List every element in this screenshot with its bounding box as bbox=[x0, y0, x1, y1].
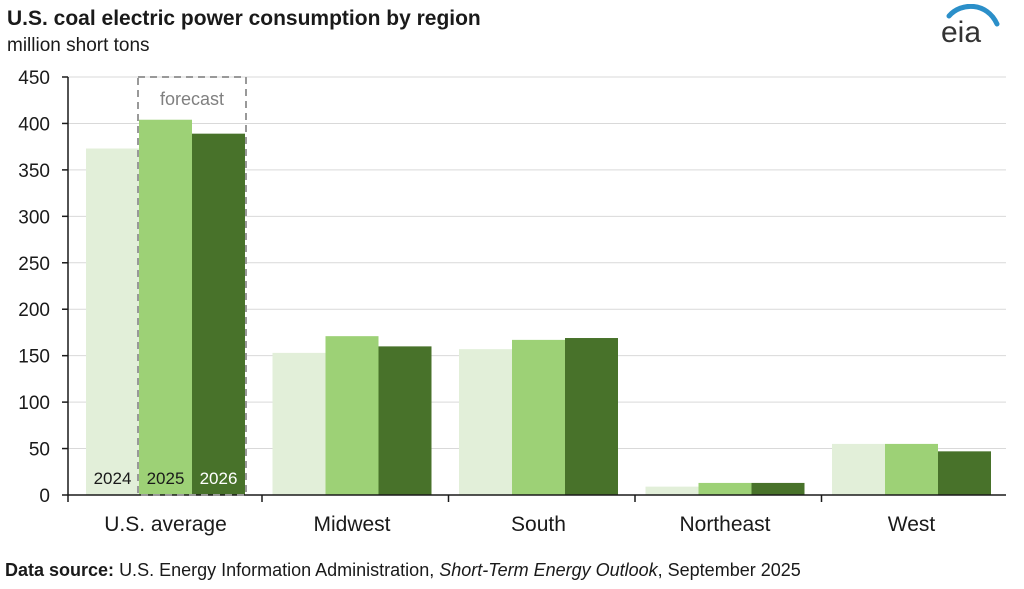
forecast-label: forecast bbox=[160, 89, 224, 109]
y-tick-label: 450 bbox=[18, 68, 50, 89]
bar-2025 bbox=[139, 119, 192, 496]
data-source-date: , September 2025 bbox=[657, 560, 801, 580]
series-label-2025: 2025 bbox=[147, 469, 185, 488]
bar-2024 bbox=[272, 352, 326, 495]
eia-logo-swoosh-icon bbox=[946, 4, 1000, 27]
bar-2026 bbox=[378, 346, 432, 495]
data-source-publication: Short-Term Energy Outlook bbox=[439, 560, 658, 580]
bar-2026 bbox=[565, 338, 618, 495]
y-tick-label: 150 bbox=[18, 347, 50, 368]
chart-units: million short tons bbox=[7, 35, 150, 56]
data-source: Data source: U.S. Energy Information Adm… bbox=[5, 560, 801, 581]
y-tick-label: 400 bbox=[18, 114, 50, 135]
y-tick-label: 0 bbox=[39, 486, 50, 507]
y-tick-label: 250 bbox=[18, 254, 50, 275]
x-category-label: West bbox=[888, 513, 936, 536]
bar-2025 bbox=[885, 443, 938, 495]
bar-2025 bbox=[698, 482, 752, 495]
y-tick-label: 100 bbox=[18, 393, 50, 414]
y-tick-label: 200 bbox=[18, 300, 50, 321]
x-category-label: Midwest bbox=[313, 513, 390, 536]
bar-2025 bbox=[325, 336, 379, 495]
forecast-box bbox=[137, 76, 247, 496]
bar-chart: 0 50 100 150 200 250 300 350 400 450 2024 2025 2026 U… bbox=[18, 68, 1006, 536]
data-source-label: Data source: bbox=[5, 560, 115, 580]
x-category-label: Northeast bbox=[679, 513, 770, 536]
data-source-agency: U.S. Energy Information Administration, bbox=[119, 560, 435, 580]
bar-2026 bbox=[751, 482, 805, 495]
eia-logo-text: eia bbox=[941, 16, 982, 49]
bar-2026 bbox=[192, 133, 245, 495]
bar-2026 bbox=[938, 451, 991, 495]
x-category-label: South bbox=[511, 513, 566, 536]
bar-2024 bbox=[86, 148, 139, 495]
y-tick-label: 350 bbox=[18, 161, 50, 182]
series-label-2026: 2026 bbox=[200, 469, 238, 488]
x-category-label: U.S. average bbox=[104, 513, 227, 536]
chart-title: U.S. coal electric power consumption by … bbox=[7, 7, 481, 30]
series-label-2024: 2024 bbox=[94, 469, 132, 488]
y-tick-label: 300 bbox=[18, 207, 50, 228]
y-tick-label: 50 bbox=[29, 440, 50, 461]
eia-logo: eia bbox=[935, 4, 1001, 50]
bar-2024 bbox=[832, 443, 885, 495]
bar-2024 bbox=[645, 486, 699, 495]
bar-2024 bbox=[459, 349, 512, 495]
bar-2025 bbox=[512, 339, 565, 495]
